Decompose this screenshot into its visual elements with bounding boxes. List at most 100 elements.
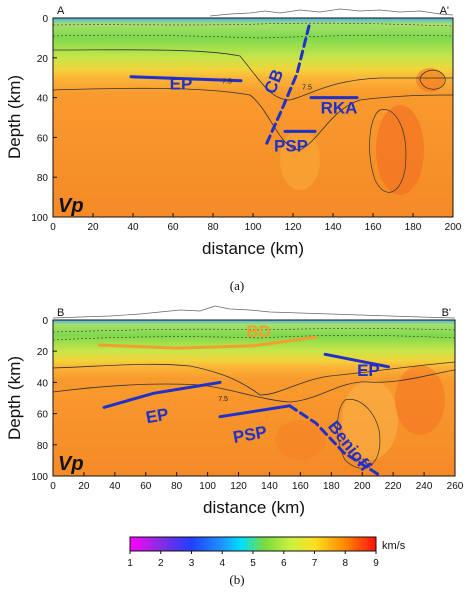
annotation-psp: PSP: [274, 136, 308, 155]
annotation-ep: EP: [144, 405, 170, 428]
profile-start-label: A: [57, 5, 65, 17]
velocity-contour: [52, 34, 454, 39]
profile-start-label: B: [57, 307, 64, 319]
y-tick-label: 100: [31, 472, 48, 483]
structure-cb-line: [263, 24, 311, 149]
velocity-contour: [52, 49, 453, 101]
y-tick-label: 0: [42, 316, 48, 327]
structure-bd-line: [97, 335, 318, 350]
structure-psp-line: [218, 404, 292, 419]
colorbar-ticks: 1 2 3 4 5 6 7 8 9: [127, 551, 379, 569]
colorbar-tick-label: 5: [250, 558, 256, 569]
x-tick-label: 100: [199, 481, 216, 492]
topography-profile: [52, 305, 456, 319]
x-tick-label: 40: [109, 481, 121, 492]
velocity-anomalies: [280, 68, 444, 195]
x-tick-label: 140: [261, 481, 278, 492]
velocity-contour: [337, 398, 381, 469]
velocity-contour: [52, 328, 456, 333]
y-tick-label: 80: [37, 173, 49, 184]
velocity-contour: [52, 87, 454, 151]
x-tick-label: 180: [405, 222, 422, 233]
y-tick-label: 20: [37, 54, 49, 65]
x-tick-label: 160: [292, 481, 309, 492]
x-tick-label: 60: [140, 481, 152, 492]
y-tick-label: 0: [42, 14, 48, 25]
structure-benioff-line: [288, 404, 383, 478]
x-tick-label: 80: [171, 481, 183, 492]
colorbar-tick-label: 6: [281, 558, 287, 569]
profile-end-label: B': [442, 307, 451, 319]
x-tick-label: 120: [230, 481, 247, 492]
annotation-bd: BD: [246, 322, 271, 341]
velocity-contour: [419, 69, 446, 90]
plot-frame: [52, 319, 456, 477]
panel-caption: (a): [230, 278, 244, 293]
field-label: Vp: [58, 195, 84, 217]
annotation-ep: EP: [170, 75, 193, 94]
colorbar: 1 2 3 4 5 6 7 8 9 km/s: [127, 536, 406, 569]
profile-end-label: A': [440, 5, 449, 17]
x-tick-label: 100: [245, 222, 262, 233]
contour-label: 7.5: [218, 396, 228, 403]
colorbar-tick-label: 3: [189, 558, 195, 569]
colorbar-tick-label: 9: [373, 558, 379, 569]
x-tick-label: 20: [87, 222, 99, 233]
field-label: Vp: [58, 453, 84, 475]
x-tick-label: 60: [167, 222, 179, 233]
structures: [129, 24, 359, 149]
x-tick-label: 260: [447, 481, 464, 492]
colorbar-tick-label: 1: [127, 558, 133, 569]
contour-label: 7.5: [302, 85, 312, 92]
colorbar-tick-label: 8: [342, 558, 348, 569]
y-tick-label: 60: [37, 410, 49, 421]
structure-ep-line: [323, 352, 390, 369]
x-tick-label: 40: [127, 222, 139, 233]
annotation-ep: EP: [357, 361, 380, 380]
velocity-contour: [52, 335, 456, 341]
x-tick-label: 240: [416, 481, 433, 492]
y-tick-label: 100: [31, 213, 48, 224]
y-axis-label: Depth (km): [5, 75, 24, 159]
colorbar-scale: [129, 536, 377, 552]
y-tick-labels: 0 20 40 60 80 100: [31, 316, 57, 483]
contour-label: 7.5: [222, 79, 232, 86]
velocity-contour: [52, 361, 456, 396]
panel-caption: (b): [229, 572, 244, 587]
x-tick-label: 20: [78, 481, 90, 492]
x-tick-label: 0: [50, 481, 56, 492]
y-axis-label: Depth (km): [5, 356, 24, 440]
annotation-rka: RKA: [321, 99, 358, 118]
x-tick-labels: 0 20 40 60 80 100 120 140 160 180 200: [50, 213, 462, 233]
colorbar-tick-label: 2: [158, 558, 164, 569]
y-tick-label: 40: [37, 94, 49, 105]
x-tick-labels: 0 20 40 60 80 100 120 140 160 180 200 220 240 260: [50, 472, 464, 492]
y-tick-label: 40: [37, 378, 49, 389]
x-tick-label: 0: [50, 222, 56, 233]
contour-labels: 7.5 7.5: [222, 79, 312, 92]
y-tick-labels: 0 20 40 60 80 100: [31, 14, 57, 224]
y-tick-label: 60: [37, 133, 49, 144]
colorbar-tick-label: 7: [312, 558, 318, 569]
y-tick-label: 80: [37, 441, 49, 452]
structure-ep-line: [129, 75, 243, 83]
contour-labels: 7.5: [218, 396, 228, 403]
colorbar-unit: km/s: [382, 540, 406, 552]
x-tick-label: 140: [325, 222, 342, 233]
x-tick-label: 120: [285, 222, 302, 233]
x-tick-label: 220: [385, 481, 402, 492]
velocity-field: [53, 320, 455, 476]
x-tick-label: 180: [323, 481, 340, 492]
structure-ep-line: [102, 380, 222, 409]
velocity-contour: [369, 109, 407, 193]
x-tick-label: 160: [365, 222, 382, 233]
x-tick-label: 200: [354, 481, 371, 492]
topography-profile: [209, 8, 454, 17]
colorbar-tick-label: 4: [219, 558, 225, 569]
x-axis-label: distance (km): [203, 498, 305, 517]
x-axis-label: distance (km): [202, 239, 304, 258]
y-tick-label: 20: [37, 347, 49, 358]
